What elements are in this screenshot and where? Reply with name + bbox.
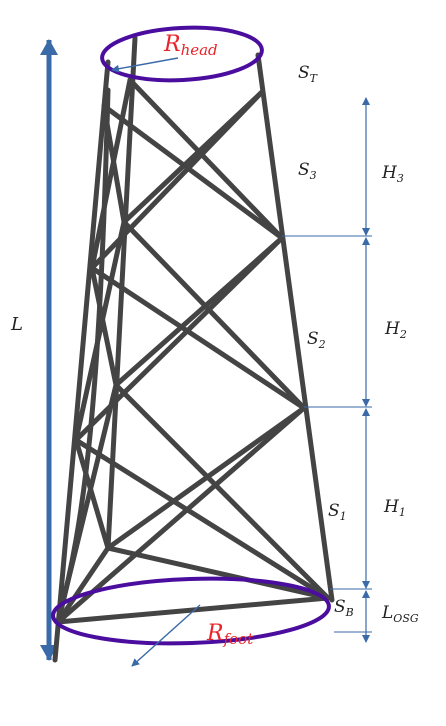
h1-label: H1 xyxy=(383,497,406,519)
length-label: L xyxy=(10,314,23,335)
foot-radius-arrow xyxy=(131,604,201,667)
h2-label: H2 xyxy=(384,319,407,341)
foot-radius-ellipse xyxy=(51,576,331,646)
h3-label: H3 xyxy=(381,163,404,185)
base-beam-left xyxy=(55,545,111,625)
s2-label: S2 xyxy=(307,329,326,351)
leg-front-right xyxy=(255,52,335,603)
head-radius-arrow xyxy=(111,57,179,73)
s1-label: S1 xyxy=(328,501,347,523)
base-beam-back xyxy=(105,545,331,601)
base-beam-front xyxy=(55,595,331,625)
s-top-label: ST xyxy=(298,63,319,85)
s3-label: S3 xyxy=(298,160,317,182)
leg-front-left xyxy=(52,59,111,663)
tower-structure xyxy=(52,35,335,663)
r-foot-label: Rfoot xyxy=(206,621,254,648)
l-osg-label: LOSG xyxy=(381,603,419,625)
r-head-label: Rhead xyxy=(163,32,218,59)
head-radius-ellipse xyxy=(100,25,264,83)
s-base-label: SB xyxy=(334,597,354,619)
